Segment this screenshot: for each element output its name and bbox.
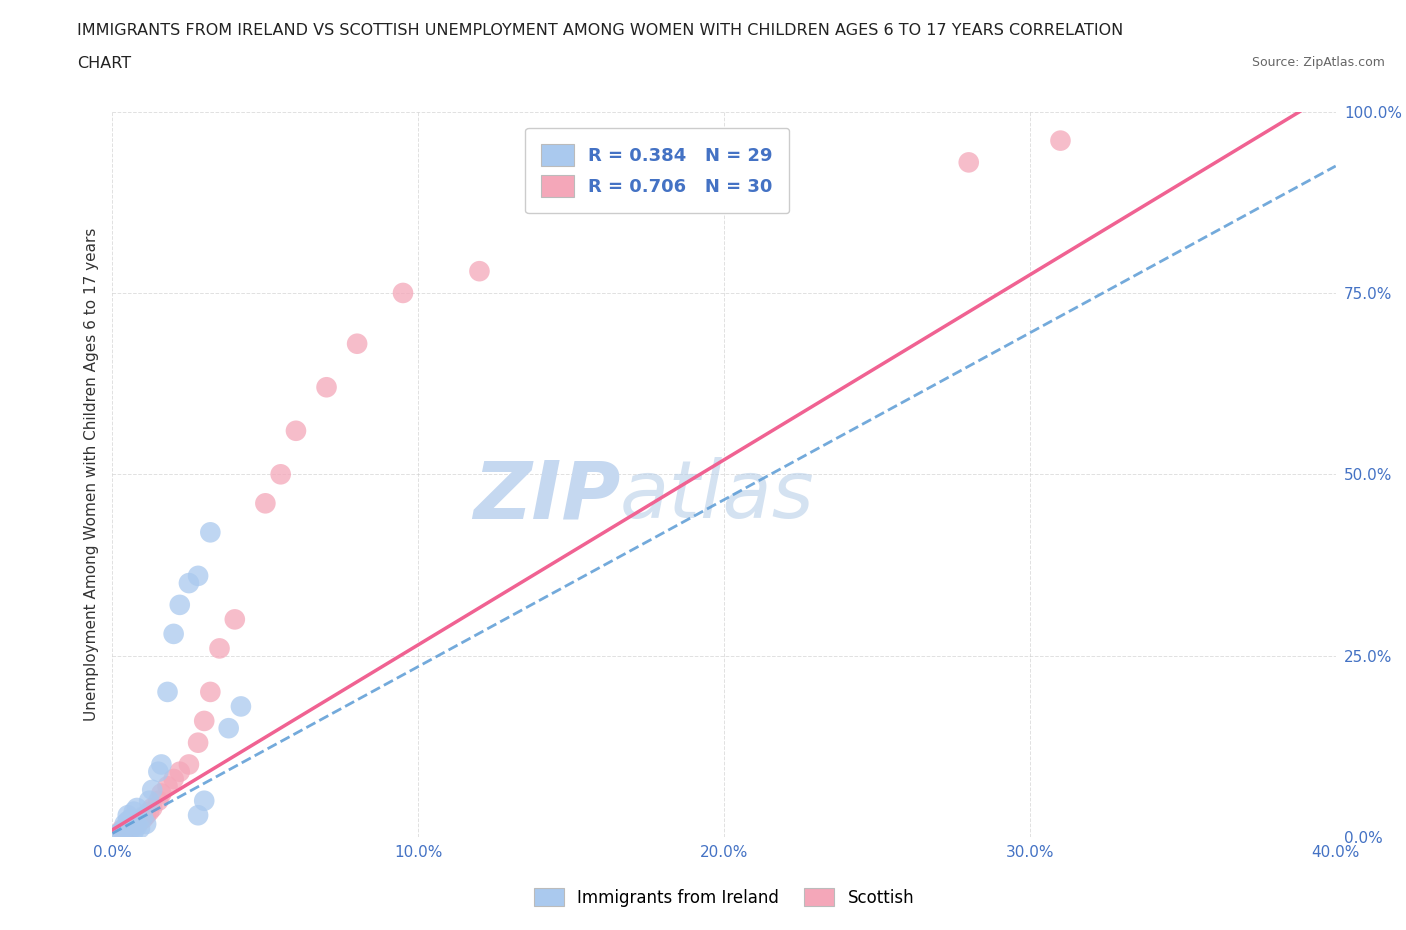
Point [129,821,152,836]
Point [120,821,142,836]
Point [125,801,148,816]
Point [218,721,240,736]
Point [141,782,163,797]
Point [156,778,179,793]
Point [141,801,163,816]
Point [957,155,980,170]
Point [138,793,160,808]
Point [125,818,148,833]
Point [132,809,155,824]
Point [346,337,368,352]
Point [1049,133,1071,148]
Point [187,568,209,583]
Point [200,525,222,539]
Point [200,684,222,699]
Point [315,379,337,394]
Point [138,804,160,819]
Point [208,641,231,656]
Y-axis label: Unemployment Among Women with Children Ages 6 to 17 years: Unemployment Among Women with Children A… [83,228,98,721]
Point [193,713,215,728]
Point [148,793,170,808]
Point [150,786,173,801]
Point [187,808,209,823]
Point [117,824,139,839]
Point [254,496,277,511]
Point [117,808,139,823]
Point [284,423,308,438]
Point [169,597,191,612]
Point [122,818,145,833]
Legend: Immigrants from Ireland, Scottish: Immigrants from Ireland, Scottish [527,882,921,913]
Point [392,286,415,300]
Text: atlas: atlas [620,457,815,535]
Text: CHART: CHART [77,56,131,71]
Point [114,817,136,831]
Point [148,764,170,779]
Point [224,612,246,627]
Point [135,817,157,831]
Point [177,576,200,591]
Point [111,824,134,839]
Point [150,757,173,772]
Point [117,814,139,829]
Point [163,772,186,787]
Point [270,467,292,482]
Text: ZIP: ZIP [472,457,620,535]
Point [163,627,186,642]
Point [193,793,215,808]
Point [111,822,134,837]
Point [125,817,148,831]
Point [114,821,136,836]
Point [187,736,209,751]
Point [132,811,155,827]
Point [120,811,142,827]
Point [177,757,200,772]
Text: IMMIGRANTS FROM IRELAND VS SCOTTISH UNEMPLOYMENT AMONG WOMEN WITH CHILDREN AGES : IMMIGRANTS FROM IRELAND VS SCOTTISH UNEM… [77,23,1123,38]
Text: Source: ZipAtlas.com: Source: ZipAtlas.com [1251,56,1385,69]
Point [156,684,179,699]
Point [122,824,145,839]
Point [229,699,252,714]
Point [107,826,129,841]
Point [120,822,142,837]
Point [129,814,152,829]
Point [122,804,145,819]
Point [135,808,157,823]
Point [169,764,191,779]
Point [468,264,491,279]
